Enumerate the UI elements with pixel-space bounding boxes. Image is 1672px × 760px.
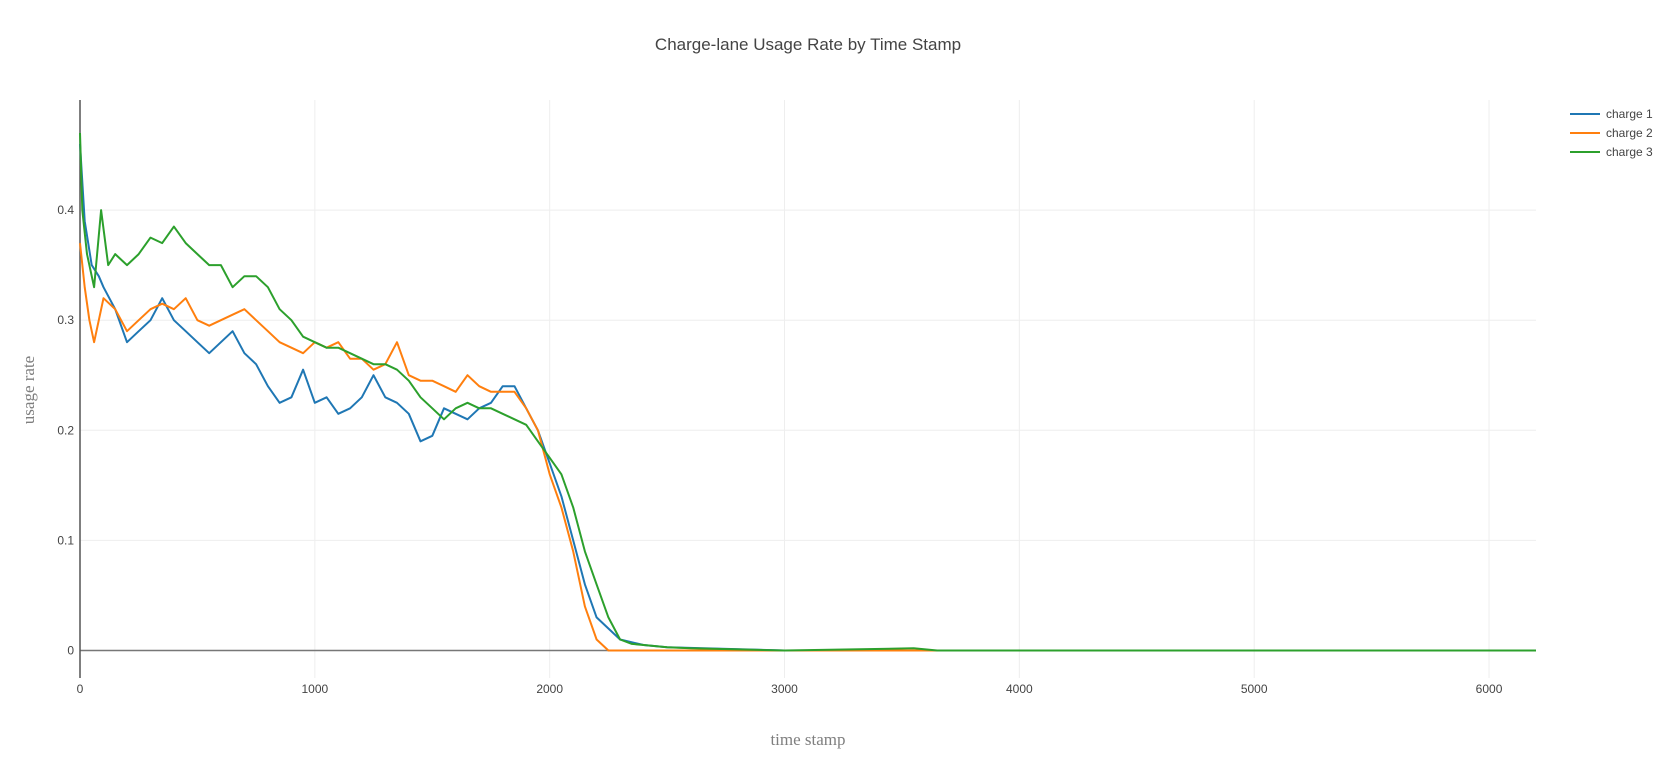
- x-tick-label: 1000: [301, 682, 328, 696]
- x-tick-label: 4000: [1006, 682, 1033, 696]
- x-tick-label: 6000: [1476, 682, 1503, 696]
- series-line-2: [79, 242, 1536, 652]
- series-lines: [79, 132, 1536, 652]
- x-tick-label: 3000: [771, 682, 798, 696]
- grid-lines: [80, 100, 1536, 678]
- tick-labels: 0 1000 2000 3000 4000 5000 6000 0 0.1 0.2 0.3 0.4: [57, 203, 1502, 696]
- legend: charge 1 charge 2 charge 3: [1570, 107, 1653, 159]
- y-tick-label: 0: [67, 643, 74, 657]
- x-tick-label: 5000: [1241, 682, 1268, 696]
- legend-label: charge 1: [1606, 107, 1653, 121]
- y-axis-title: usage rate: [19, 356, 38, 424]
- y-tick-label: 0.1: [57, 533, 74, 547]
- x-tick-label: 0: [77, 682, 84, 696]
- y-tick-label: 0.4: [57, 203, 74, 217]
- legend-label: charge 2: [1606, 126, 1653, 140]
- y-tick-label: 0.2: [57, 423, 74, 437]
- x-axis-title: time stamp: [770, 730, 845, 749]
- y-tick-label: 0.3: [57, 313, 74, 327]
- chart-title: Charge-lane Usage Rate by Time Stamp: [655, 35, 961, 54]
- series-line-3: [79, 132, 1536, 652]
- legend-label: charge 3: [1606, 145, 1653, 159]
- x-tick-label: 2000: [536, 682, 563, 696]
